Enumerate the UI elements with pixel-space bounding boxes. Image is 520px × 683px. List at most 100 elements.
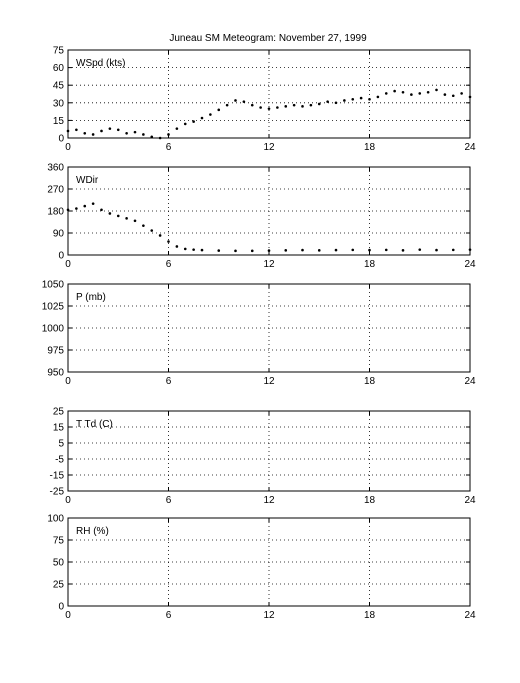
data-point [100,208,103,212]
x-tick-label: 12 [263,376,275,387]
x-tick-label: 18 [364,376,376,387]
data-point [234,249,237,253]
data-point [250,103,254,107]
x-tick-label: 0 [65,142,71,153]
data-point [359,96,363,100]
data-point [351,248,355,252]
chart-panel: 0 6 12 18 24 -25 -15 -5 5 15 25 T Td (C) [50,407,476,507]
data-point [418,92,422,95]
y-tick-label: -15 [50,471,65,482]
x-tick-label: 18 [364,142,376,153]
data-point [167,133,170,136]
panel-label: T Td (C) [76,419,113,430]
data-point [401,249,405,252]
data-point [142,133,145,136]
data-point [393,89,396,93]
x-tick-label: 12 [263,259,275,270]
data-point [418,248,422,251]
data-point [401,90,405,94]
data-point [125,217,128,220]
y-tick-label: 180 [47,207,64,218]
data-point [133,130,137,134]
data-point [183,122,187,126]
chart-panel: 0 6 12 18 24 0 15 30 45 60 75 WSpd (kts) [53,46,476,154]
data-point [133,219,137,223]
data-point [116,214,120,218]
x-tick-label: 24 [464,142,476,153]
data-point [108,127,112,130]
x-tick-label: 24 [464,610,476,621]
data-point [192,248,195,251]
y-tick-label: 45 [53,81,65,92]
data-point [368,248,371,252]
y-tick-label: 15 [53,116,65,127]
chart-panel: 0 6 12 18 24 0 25 50 75 100 RH (%) [47,514,476,622]
x-tick-label: 0 [65,376,71,387]
data-point [142,224,145,227]
y-tick-label: 75 [53,46,65,57]
y-tick-label: 1000 [42,324,65,335]
y-tick-label: 1050 [42,280,65,291]
data-point [242,100,246,103]
panel-label: P (mb) [76,292,106,303]
data-point [217,249,221,252]
x-tick-label: 24 [464,259,476,270]
data-point [301,248,304,252]
data-point [301,105,304,108]
data-point [384,92,388,95]
data-point [91,133,95,136]
y-tick-label: 360 [47,163,64,174]
data-point [435,248,438,252]
data-point [451,248,455,252]
data-point [317,102,321,106]
x-tick-label: 0 [65,259,71,270]
y-tick-label: 30 [53,98,65,109]
data-point [158,136,162,140]
x-tick-label: 18 [364,259,376,270]
data-point [167,240,170,243]
data-point [276,106,279,109]
x-tick-label: 24 [464,376,476,387]
data-point [309,103,313,107]
y-tick-label: 100 [47,514,64,525]
data-point [91,202,95,205]
data-point [410,93,413,96]
x-tick-label: 6 [166,376,172,387]
panel-label: RH (%) [76,526,109,537]
x-tick-label: 12 [263,142,275,153]
x-tick-label: 0 [65,495,71,506]
data-point [334,101,338,105]
panel-label: WSpd (kts) [76,58,125,69]
data-point [125,132,128,135]
data-point [451,94,455,98]
y-tick-label: 25 [53,407,65,418]
y-tick-label: -25 [50,487,65,498]
chart-panel: 0 6 12 18 24 0 90 180 270 360 WDir [47,163,476,271]
data-point [317,249,321,252]
x-tick-label: 12 [263,495,275,506]
figure-title: Juneau SM Meteogram: November 27, 1999 [169,33,367,44]
data-point [426,90,430,94]
data-point [217,108,221,112]
data-point [66,208,70,212]
x-tick-label: 6 [166,259,172,270]
x-tick-label: 6 [166,495,172,506]
data-point [200,116,204,120]
data-point [108,212,112,215]
y-tick-label: 0 [58,602,64,613]
y-tick-label: -5 [55,455,64,466]
data-point [460,92,463,95]
y-tick-label: 50 [53,558,65,569]
data-point [175,245,179,248]
data-point [368,97,371,101]
data-point [100,129,103,133]
data-point [75,128,78,132]
data-point [66,129,70,133]
data-point [225,103,229,107]
data-point [150,135,154,139]
y-tick-label: 5 [58,439,64,450]
chart-panel: 0 6 12 18 24 950 975 1000 1025 1050 P (mb) [42,280,476,388]
data-point [234,99,237,102]
